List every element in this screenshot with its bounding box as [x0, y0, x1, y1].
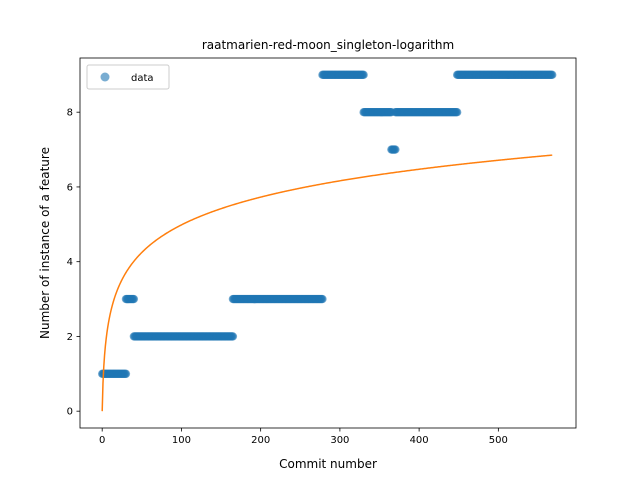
y-tick-label: 8 — [67, 108, 73, 119]
legend-label-data: data — [131, 73, 154, 84]
x-tick-label: 200 — [251, 435, 270, 446]
data-point — [121, 369, 131, 379]
data-point — [228, 332, 238, 341]
plot-frame — [80, 58, 576, 428]
y-tick-label: 0 — [67, 407, 73, 418]
data-layer — [97, 70, 557, 379]
data-point — [129, 294, 139, 304]
plot-area — [80, 58, 576, 428]
chart-title: raatmarien-red-moon_singleton-logarithm — [202, 38, 454, 52]
data-point — [318, 294, 327, 304]
data-point — [359, 70, 368, 80]
data-point — [391, 145, 400, 154]
x-tick-label: 400 — [410, 435, 429, 446]
axes-frame — [79, 57, 577, 429]
axes-layer: 0 100 200 300 400 500 0 2 4 6 8 — [67, 57, 577, 446]
data-point — [548, 70, 557, 80]
x-tick-label: 0 — [99, 435, 105, 446]
legend-marker-data — [100, 72, 110, 82]
fit-line — [101, 154, 553, 412]
y-tick-label: 4 — [67, 257, 73, 268]
fit-layer — [101, 154, 553, 412]
legend: data — [86, 64, 170, 90]
y-tick-label: 6 — [67, 182, 73, 193]
y-axis-label: Number of instance of a feature — [38, 147, 52, 339]
x-axis-label: Commit number — [279, 457, 377, 471]
data-point — [452, 107, 462, 117]
legend-box — [86, 64, 170, 90]
x-tick-label: 300 — [330, 435, 349, 446]
x-tick-label: 500 — [489, 435, 508, 446]
x-tick-label: 100 — [172, 435, 191, 446]
y-tick-label: 2 — [67, 332, 73, 343]
